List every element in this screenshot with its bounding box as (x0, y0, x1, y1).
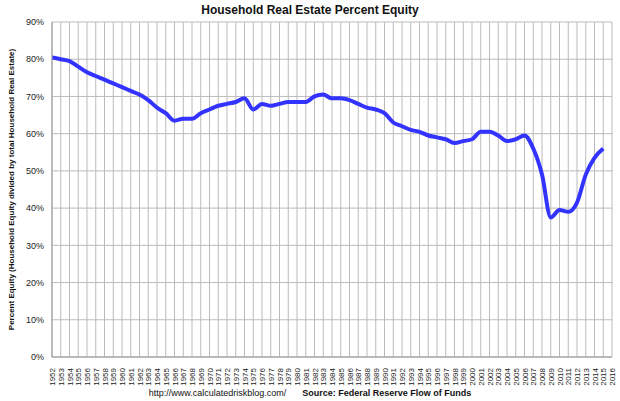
svg-text:10%: 10% (26, 315, 44, 325)
svg-text:1959: 1959 (109, 367, 118, 385)
html-text:Household Real Estate Percent: Household Real Estate Percent Equity (201, 3, 419, 17)
svg-text:2011: 2011 (564, 367, 573, 385)
svg-text:60%: 60% (26, 129, 44, 139)
svg-text:1981: 1981 (302, 367, 311, 385)
svg-text:1999: 1999 (459, 367, 468, 385)
svg-text:2014: 2014 (591, 367, 600, 385)
svg-text:1970: 1970 (206, 367, 215, 385)
svg-text:1979: 1979 (284, 367, 293, 385)
svg-text:1953: 1953 (57, 367, 66, 385)
svg-text:2007: 2007 (529, 367, 538, 385)
svg-text:2004: 2004 (503, 367, 512, 385)
svg-text:80%: 80% (26, 54, 44, 64)
svg-text:1960: 1960 (118, 367, 127, 385)
svg-text:1963: 1963 (144, 367, 153, 385)
svg-text:1962: 1962 (136, 367, 145, 385)
svg-text:2003: 2003 (494, 367, 503, 385)
svg-text:70%: 70% (26, 92, 44, 102)
svg-text:1957: 1957 (92, 367, 101, 385)
svg-text:1973: 1973 (232, 367, 241, 385)
svg-text:1967: 1967 (179, 367, 188, 385)
svg-text:1984: 1984 (328, 367, 337, 385)
svg-text:1990: 1990 (381, 367, 390, 385)
svg-text:2010: 2010 (556, 367, 565, 385)
svg-text:2015: 2015 (599, 367, 608, 385)
svg-text:1966: 1966 (171, 367, 180, 385)
svg-text:1993: 1993 (407, 367, 416, 385)
svg-text:90%: 90% (26, 17, 44, 27)
svg-text:1995: 1995 (424, 367, 433, 385)
svg-text:2013: 2013 (582, 367, 591, 385)
svg-text:2002: 2002 (486, 367, 495, 385)
svg-text:1996: 1996 (433, 367, 442, 385)
svg-text:1955: 1955 (74, 367, 83, 385)
svg-text:1985: 1985 (337, 367, 346, 385)
svg-text:1983: 1983 (319, 367, 328, 385)
svg-text:1988: 1988 (363, 367, 372, 385)
svg-text:2001: 2001 (477, 367, 486, 385)
html-text:Source: Federal Reserve Flow o: Source: Federal Reserve Flow of Funds (302, 388, 472, 398)
svg-text:1952: 1952 (48, 367, 57, 385)
svg-text:1991: 1991 (389, 367, 398, 385)
svg-text:1972: 1972 (223, 367, 232, 385)
svg-text:40%: 40% (26, 203, 44, 213)
svg-text:1978: 1978 (276, 367, 285, 385)
svg-text:20%: 20% (26, 278, 44, 288)
svg-text:2006: 2006 (521, 367, 530, 385)
svg-text:1976: 1976 (258, 367, 267, 385)
svg-text:Percent Equity (Household Equi: Percent Equity (Household Equity divided… (8, 48, 16, 330)
svg-text:1968: 1968 (188, 367, 197, 385)
svg-text:1964: 1964 (153, 367, 162, 385)
svg-text:1980: 1980 (293, 367, 302, 385)
svg-text:2009: 2009 (547, 367, 556, 385)
svg-text:0%: 0% (31, 352, 44, 362)
svg-text:1992: 1992 (398, 367, 407, 385)
svg-text:1971: 1971 (214, 367, 223, 385)
svg-text:1989: 1989 (372, 367, 381, 385)
svg-text:1956: 1956 (83, 367, 92, 385)
svg-text:1974: 1974 (241, 367, 250, 385)
svg-text:2012: 2012 (573, 367, 582, 385)
svg-text:2016: 2016 (608, 367, 612, 385)
svg-text:2008: 2008 (538, 367, 547, 385)
svg-text:1969: 1969 (197, 367, 206, 385)
svg-text:1954: 1954 (66, 367, 75, 385)
svg-text:50%: 50% (26, 166, 44, 176)
svg-text:30%: 30% (26, 241, 44, 251)
svg-text:1994: 1994 (416, 367, 425, 385)
svg-text:1987: 1987 (354, 367, 363, 385)
svg-text:1998: 1998 (451, 367, 460, 385)
html-text:http://www.calculatedriskblog.: http://www.calculatedriskblog.com/ (148, 388, 287, 398)
svg-text:1965: 1965 (162, 367, 171, 385)
svg-text:2005: 2005 (512, 367, 521, 385)
svg-text:1958: 1958 (101, 367, 110, 385)
svg-text:1961: 1961 (127, 367, 136, 385)
svg-text:2000: 2000 (468, 367, 477, 385)
svg-text:1986: 1986 (346, 367, 355, 385)
svg-text:1975: 1975 (249, 367, 258, 385)
svg-text:1977: 1977 (267, 367, 276, 385)
svg-text:1997: 1997 (442, 367, 451, 385)
svg-text:1982: 1982 (311, 367, 320, 385)
